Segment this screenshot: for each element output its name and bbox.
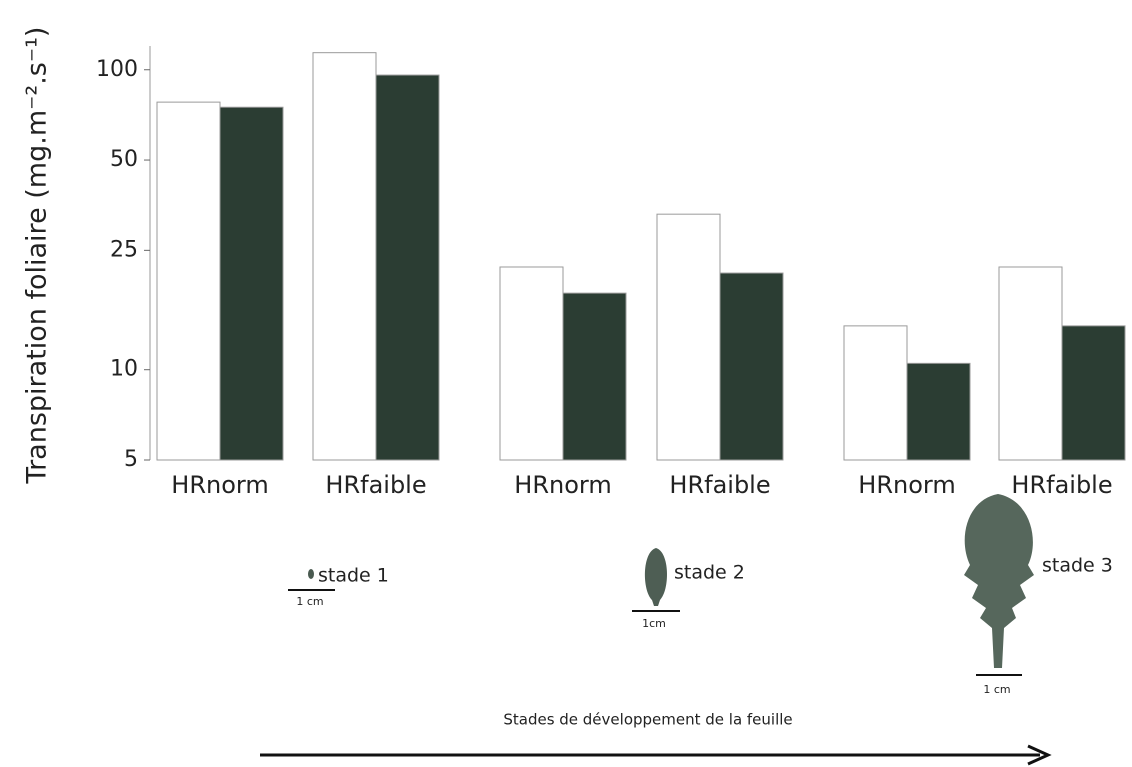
stage-label: stade 2 — [674, 562, 745, 584]
leaf — [964, 494, 1034, 668]
scale-label: 1 cm — [296, 595, 323, 608]
x-tick-label: HRfaible — [1011, 471, 1112, 499]
stage-label: stade 3 — [1042, 555, 1113, 577]
arrow — [260, 746, 1048, 764]
y-tick-label: 100 — [96, 57, 138, 82]
y-tick-label: 10 — [110, 357, 138, 382]
y-tick-label: 5 — [124, 447, 138, 472]
chart: Transpiration foliaire (mg.m⁻².s⁻¹) Stad… — [0, 0, 1132, 767]
bar — [313, 53, 376, 460]
bar — [720, 273, 783, 460]
bar — [907, 363, 970, 460]
bar — [157, 102, 220, 460]
y-axis-label: Transpiration foliaire (mg.m⁻².s⁻¹) — [22, 27, 53, 485]
bar — [220, 107, 283, 460]
bar — [1062, 326, 1125, 460]
leaf — [645, 548, 667, 606]
bar — [500, 267, 563, 460]
x-axis-label: Stades de développement de la feuille — [503, 711, 792, 729]
bar — [999, 267, 1062, 460]
bar — [844, 326, 907, 460]
x-tick-label: HRnorm — [514, 471, 611, 499]
bar — [376, 75, 439, 460]
bar — [657, 214, 720, 460]
x-tick-label: HRnorm — [858, 471, 955, 499]
stage-label: stade 1 — [318, 565, 389, 587]
scale-label: 1cm — [642, 617, 666, 630]
scale-label: 1 cm — [983, 683, 1010, 696]
leaf — [308, 569, 314, 579]
bar — [563, 293, 626, 460]
x-tick-label: HRnorm — [171, 471, 268, 499]
y-tick-label: 50 — [110, 147, 138, 172]
y-tick-label: 25 — [110, 237, 138, 262]
x-tick-label: HRfaible — [325, 471, 426, 499]
x-tick-label: HRfaible — [669, 471, 770, 499]
